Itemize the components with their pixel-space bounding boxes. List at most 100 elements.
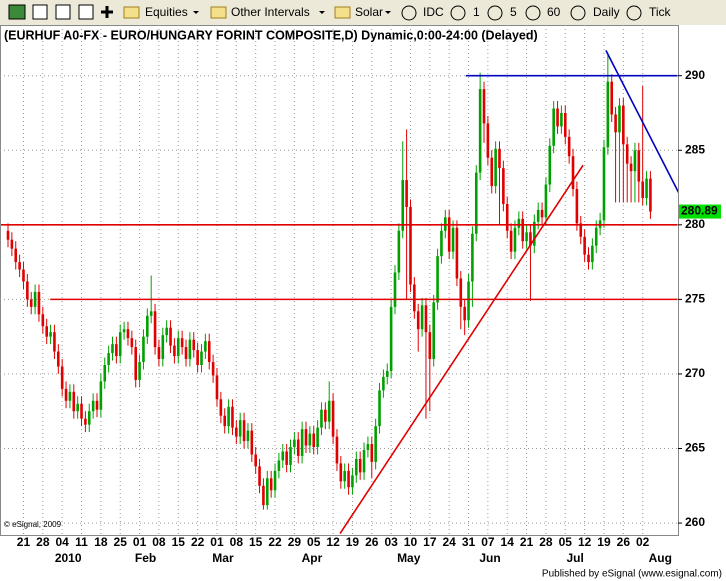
icon[interactable]: [8, 4, 26, 20]
x-tick-label: 21: [17, 535, 31, 549]
candle-body: [517, 218, 521, 228]
candle-body: [138, 362, 141, 380]
x-tick-label: 01: [133, 535, 147, 549]
candle-body: [594, 227, 598, 246]
candle-body: [87, 411, 91, 425]
candle-body: [513, 227, 517, 252]
candle-body: [211, 362, 215, 376]
candle-body: [401, 180, 405, 231]
candle-body: [281, 451, 285, 461]
candle-body: [455, 227, 459, 279]
candle-body: [258, 466, 261, 486]
menu-item[interactable]: 1: [473, 5, 480, 19]
menu-item[interactable]: 5: [510, 5, 517, 19]
icon[interactable]: [78, 4, 94, 20]
candle-body: [436, 256, 439, 303]
candle-body: [633, 150, 637, 172]
x-month-label: 2010: [55, 551, 82, 565]
candle-body: [428, 332, 432, 360]
folder-icon[interactable]: [123, 6, 140, 19]
candle-body: [188, 339, 192, 360]
y-tick-label: 260: [685, 515, 705, 529]
menu-item[interactable]: 60: [547, 5, 561, 19]
candle-body: [111, 344, 114, 354]
candle-body: [591, 245, 594, 263]
circle-icon[interactable]: [626, 5, 642, 21]
icon[interactable]: [32, 4, 48, 20]
axes: 260 265 270 275 280 285 290 21 28 04 11 18 25 01 08 15 2…: [17, 68, 721, 565]
menu-item[interactable]: Solar: [355, 5, 383, 19]
menu-item[interactable]: IDC: [423, 5, 444, 19]
x-tick-label: 04: [56, 535, 70, 549]
candle-body: [540, 209, 544, 218]
folder-icon[interactable]: [334, 6, 351, 19]
candle-body: [637, 150, 641, 182]
x-tick-label: 19: [597, 535, 611, 549]
candle-body: [397, 230, 401, 273]
circle-icon[interactable]: [570, 5, 586, 21]
candle-body: [618, 105, 621, 133]
candle-body: [277, 460, 281, 471]
candle-body: [505, 203, 509, 231]
candle-body: [273, 470, 277, 491]
candle-body: [467, 281, 470, 321]
candle-body: [610, 81, 614, 115]
candle-body: [49, 332, 52, 337]
dropdown-arrow[interactable]: [319, 11, 325, 14]
candle-body: [645, 178, 648, 198]
dropdown-arrow[interactable]: [385, 11, 391, 14]
circle-icon[interactable]: [525, 5, 541, 21]
x-tick-label: 21: [520, 535, 534, 549]
x-tick-label: 05: [559, 535, 573, 549]
candle-body: [126, 329, 130, 339]
candle-body: [382, 376, 385, 391]
candle-body: [324, 409, 327, 422]
candle-body: [157, 347, 161, 360]
menu-item[interactable]: Daily: [593, 5, 620, 19]
icon[interactable]: [55, 4, 71, 20]
candle-body: [72, 391, 76, 412]
candle-body: [223, 415, 227, 427]
x-tick-label: 01: [210, 535, 224, 549]
x-tick-label: 22: [268, 535, 282, 549]
candle-body: [118, 332, 122, 357]
candle-body: [374, 426, 377, 462]
dropdown-arrow[interactable]: [193, 11, 199, 14]
candle-body: [351, 475, 354, 488]
circle-icon[interactable]: [450, 5, 466, 21]
candle-body: [486, 123, 490, 158]
menu-item[interactable]: Equities: [145, 5, 188, 19]
candle-body: [459, 278, 463, 307]
candle-body: [409, 206, 412, 285]
x-month-label: Jul: [566, 551, 583, 565]
candle-body: [26, 281, 29, 300]
candle-body: [625, 144, 629, 164]
candle-body: [389, 306, 393, 371]
candle-body: [451, 227, 455, 252]
candle-body: [22, 269, 25, 282]
chart-title: (EURHUF A0-FX - EURO/HUNGARY FORINT COMP…: [4, 28, 538, 42]
circle-icon[interactable]: [401, 5, 417, 21]
candle-body: [95, 400, 99, 410]
y-tick-label: 280: [685, 217, 705, 231]
circle-icon[interactable]: [487, 5, 503, 21]
menu-item[interactable]: Other Intervals: [231, 5, 310, 19]
candle-body: [289, 447, 292, 465]
icon-plus[interactable]: [101, 6, 113, 18]
candle-body: [134, 347, 138, 380]
candle-body: [107, 353, 110, 365]
candle-body: [33, 291, 37, 307]
candle-body: [405, 180, 408, 207]
candle-body: [440, 230, 443, 257]
folder-icon[interactable]: [210, 6, 227, 19]
candle-body: [285, 451, 288, 465]
x-tick-label: 28: [36, 535, 50, 549]
candle-body: [579, 223, 583, 237]
x-tick-label: 05: [307, 535, 321, 549]
candle-body: [14, 248, 18, 263]
menu-item[interactable]: Tick: [649, 5, 672, 19]
candle-body: [525, 232, 528, 242]
candle-body: [84, 418, 87, 425]
candle-body: [238, 420, 242, 437]
candle-body: [606, 81, 610, 148]
